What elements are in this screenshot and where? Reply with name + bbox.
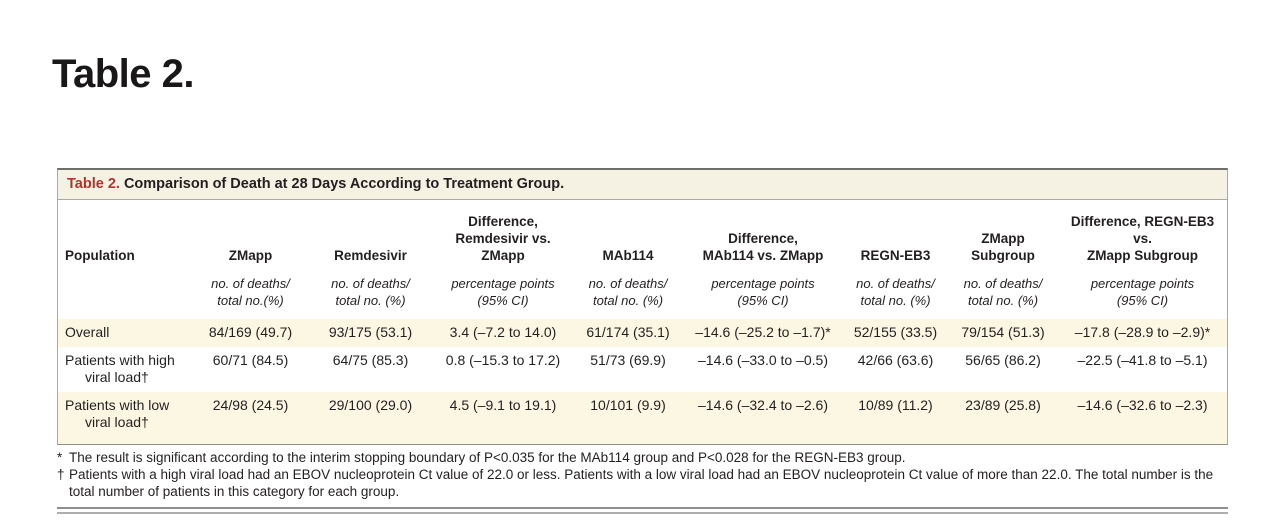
table-2-panel: Table 2. Comparison of Death at 28 Days … [57,168,1228,445]
footnote-text: The result is significant according to t… [69,450,906,465]
units-row: no. of deaths/ total no.(%) no. of death… [58,267,1227,320]
cell: 61/174 (35.1) [586,324,670,341]
cell: 79/154 (51.3) [961,324,1045,341]
table-row-high-viral-load: Patients with high viral load† 60/71 (84… [58,347,1227,392]
col-header-regn-eb3: REGN-EB3 [860,247,931,263]
units-mab114: no. of deaths/ total no. (%) [588,275,668,308]
row-label: Patients with high viral load† [65,351,175,386]
cell: 24/98 (24.5) [212,396,289,413]
cell: 23/89 (25.8) [965,396,1041,413]
units-diff-regn-eb3: percentage points (95% CI) [1090,275,1195,308]
footnote-symbol: † [57,467,65,482]
table-footnotes: * The result is significant according to… [57,449,1228,500]
footnote-symbol: * [57,450,63,465]
units-population [58,267,193,320]
cell: –14.6 (–32.4 to –2.6) [698,396,828,413]
cell: –14.6 (–25.2 to –1.7)* [695,324,831,341]
col-header-population: Population [65,247,135,263]
cell: 60/71 (84.5) [212,351,289,368]
row-label: Overall [65,324,110,341]
cell: –17.8 (–28.9 to –2.9)* [1074,324,1211,341]
col-header-remdesivir: Remdesivir [334,247,407,263]
col-header-diff-regn-eb3: Difference, REGN-EB3 vs. ZMapp Subgroup [1070,214,1215,263]
comparison-table: Population ZMapp Remdesivir Difference, … [58,200,1227,444]
col-header-zmapp: ZMapp [228,247,273,263]
cell: 64/75 (85.3) [332,351,409,368]
col-header-zmapp-subgroup: ZMapp Subgroup [971,230,1035,263]
cell: 51/73 (69.9) [590,351,666,368]
header-row: Population ZMapp Remdesivir Difference, … [58,200,1227,267]
units-regn-eb3: no. of deaths/ total no. (%) [856,275,935,308]
footnote-text: Patients with a high viral load had an E… [69,467,1214,499]
cell: 4.5 (–9.1 to 19.1) [449,396,557,413]
cell: 3.4 (–7.2 to 14.0) [449,324,557,341]
col-header-diff-remdesivir: Difference, Remdesivir vs. ZMapp [455,214,551,263]
units-remdesivir: no. of deaths/ total no. (%) [331,275,410,308]
cell: 93/175 (53.1) [328,324,413,341]
units-diff-mab114: percentage points (95% CI) [711,275,815,308]
table-row-low-viral-load: Patients with low viral load† 24/98 (24.… [58,391,1227,444]
cell: –22.5 (–41.8 to –5.1) [1077,351,1208,368]
cell: 42/66 (63.6) [857,351,934,368]
table-row-overall: Overall 84/169 (49.7) 93/175 (53.1) 3.4 … [58,319,1227,347]
cell: 0.8 (–15.3 to 17.2) [445,351,561,368]
footnote-viral-load: † Patients with a high viral load had an… [57,466,1228,500]
col-header-diff-mab114: Difference, MAb114 vs. ZMapp [702,230,824,263]
cell: 84/169 (49.7) [208,324,293,341]
page-title: Table 2. [52,52,194,96]
cell: 10/101 (9.9) [590,396,666,413]
cell: 56/65 (86.2) [965,351,1041,368]
cell: –14.6 (–33.0 to –0.5) [698,351,828,368]
table-caption-number: Table 2. [67,176,120,192]
footnote-significance: * The result is significant according to… [57,449,1228,466]
row-label: Patients with low viral load† [65,396,170,431]
cell: –14.6 (–32.6 to –2.3) [1077,396,1208,413]
cell: 29/100 (29.0) [328,396,413,413]
col-header-mab114: MAb114 [602,247,654,263]
cell: 52/155 (33.5) [853,324,938,341]
bottom-double-rule [57,507,1228,514]
table-caption-text: Comparison of Death at 28 Days According… [123,176,565,192]
units-zmapp: no. of deaths/ total no.(%) [211,275,290,308]
units-zmapp-subgroup: no. of deaths/ total no. (%) [963,275,1043,308]
table-caption: Table 2. Comparison of Death at 28 Days … [58,170,1227,200]
units-diff-remdesivir: percentage points (95% CI) [451,275,555,308]
cell: 10/89 (11.2) [858,396,933,413]
